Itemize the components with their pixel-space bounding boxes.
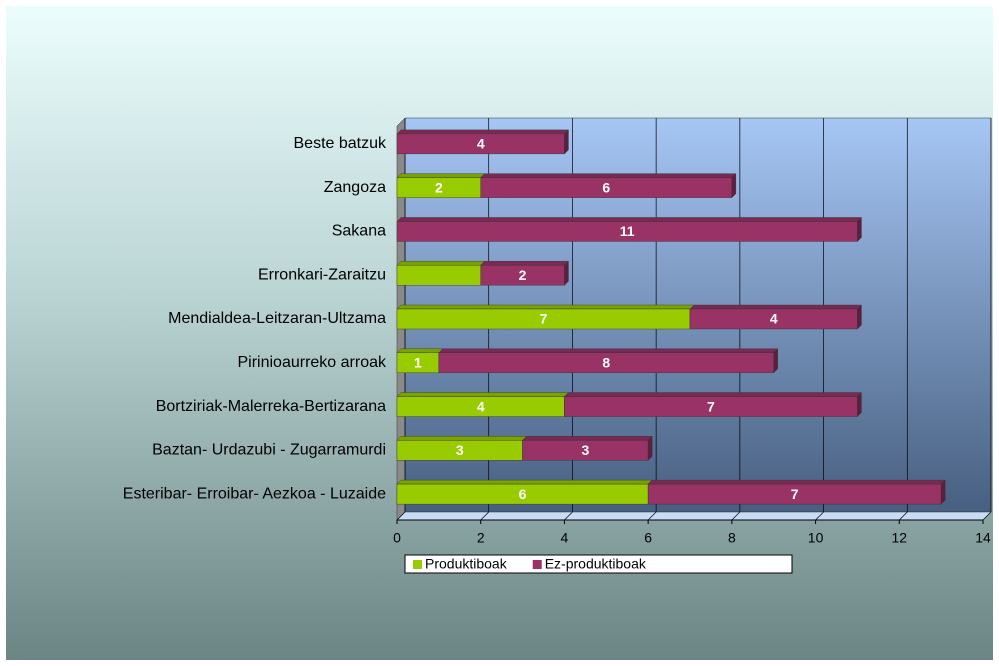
data-label: 7 bbox=[540, 311, 548, 327]
data-label: 7 bbox=[707, 398, 715, 414]
bar-top bbox=[396, 479, 653, 485]
data-label: 11 bbox=[620, 223, 635, 239]
tick-mark bbox=[647, 511, 657, 521]
y-tick-label: Baztan- Urdazubi - Zugarramurdi bbox=[152, 442, 386, 459]
y-tick-label: Pirinioaurreko arroak bbox=[237, 354, 387, 371]
bar-top bbox=[522, 436, 653, 441]
bar-side bbox=[773, 348, 778, 374]
legend-label: Ez-produktiboak bbox=[545, 556, 647, 572]
bar-top bbox=[396, 392, 569, 397]
bar-side bbox=[564, 129, 569, 155]
x-tick-label: 0 bbox=[393, 530, 401, 546]
data-label: 3 bbox=[581, 442, 589, 458]
bar-side bbox=[940, 479, 946, 505]
bar-top bbox=[438, 348, 779, 353]
data-label: 2 bbox=[519, 267, 527, 283]
y-tick-label: Zangoza bbox=[324, 179, 386, 196]
data-label: 6 bbox=[602, 179, 610, 195]
tick-mark bbox=[480, 511, 489, 521]
x-tick-label: 2 bbox=[477, 530, 485, 546]
data-label: 4 bbox=[770, 311, 778, 327]
bar-top bbox=[480, 261, 569, 266]
tick-mark bbox=[982, 511, 992, 521]
bar-side bbox=[647, 435, 653, 461]
y-tick-label: Esteribar- Erroibar- Aezkoa - Luzaide bbox=[123, 485, 386, 502]
bar-top bbox=[396, 436, 528, 441]
bar-top bbox=[396, 304, 695, 310]
data-label: 1 bbox=[414, 354, 422, 370]
legend-swatch bbox=[532, 560, 542, 569]
x-tick-label: 4 bbox=[561, 530, 569, 546]
bar-side bbox=[857, 304, 862, 330]
data-label: 8 bbox=[602, 354, 610, 370]
y-tick-label: Beste batzuk bbox=[294, 135, 388, 152]
tick-mark bbox=[899, 511, 908, 521]
data-label: 4 bbox=[477, 398, 485, 414]
bar-side bbox=[731, 173, 737, 199]
legend-box bbox=[404, 554, 793, 574]
x-tick-label: 10 bbox=[808, 530, 824, 546]
x-tick-label: 8 bbox=[728, 530, 736, 546]
bar-top bbox=[689, 304, 862, 310]
bar-side bbox=[564, 260, 569, 286]
bar-top bbox=[396, 348, 444, 353]
bar-top bbox=[396, 217, 862, 222]
y-tick-label: Erronkari-Zaraitzu bbox=[258, 266, 386, 283]
bar-top bbox=[563, 392, 862, 397]
floor bbox=[396, 511, 992, 521]
bar-top bbox=[396, 261, 486, 266]
data-label: 3 bbox=[456, 442, 464, 458]
data-label: 7 bbox=[791, 486, 799, 502]
bar-top bbox=[480, 173, 737, 178]
y-tick-label: Mendialdea-Leitzaran-Ultzama bbox=[168, 310, 386, 327]
y-tick-label: Sakana bbox=[332, 223, 386, 240]
tick-mark bbox=[396, 511, 406, 521]
data-label: 6 bbox=[519, 486, 527, 502]
x-tick-label: 14 bbox=[975, 530, 991, 546]
tick-mark bbox=[815, 511, 824, 521]
legend-swatch bbox=[413, 560, 422, 569]
data-label: 4 bbox=[477, 136, 485, 152]
bar-top bbox=[396, 173, 486, 178]
bar-top bbox=[647, 479, 946, 485]
bar-side bbox=[857, 216, 862, 242]
tick-mark bbox=[731, 511, 741, 521]
x-tick-label: 6 bbox=[644, 530, 652, 546]
legend-label: Produktiboak bbox=[425, 556, 508, 572]
data-label: 2 bbox=[435, 179, 443, 195]
bar-side bbox=[857, 392, 862, 418]
bar-top bbox=[396, 129, 569, 135]
x-tick-label: 12 bbox=[891, 530, 907, 546]
y-tick-label: Bortziriak-Malerreka-Bertizarana bbox=[156, 398, 386, 415]
bar bbox=[396, 265, 481, 286]
tick-mark bbox=[564, 511, 573, 521]
